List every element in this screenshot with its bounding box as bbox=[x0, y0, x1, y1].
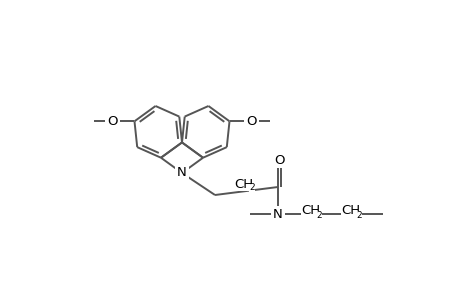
Text: CH: CH bbox=[341, 205, 360, 218]
Text: O: O bbox=[107, 115, 118, 128]
Text: CH: CH bbox=[301, 205, 320, 218]
Text: 2: 2 bbox=[249, 184, 254, 193]
Text: O: O bbox=[274, 154, 284, 166]
Text: N: N bbox=[177, 167, 186, 179]
Text: 2: 2 bbox=[355, 211, 361, 220]
Text: O: O bbox=[246, 115, 256, 128]
Text: 2: 2 bbox=[315, 211, 321, 220]
Text: CH: CH bbox=[234, 178, 253, 190]
Text: N: N bbox=[273, 208, 282, 220]
